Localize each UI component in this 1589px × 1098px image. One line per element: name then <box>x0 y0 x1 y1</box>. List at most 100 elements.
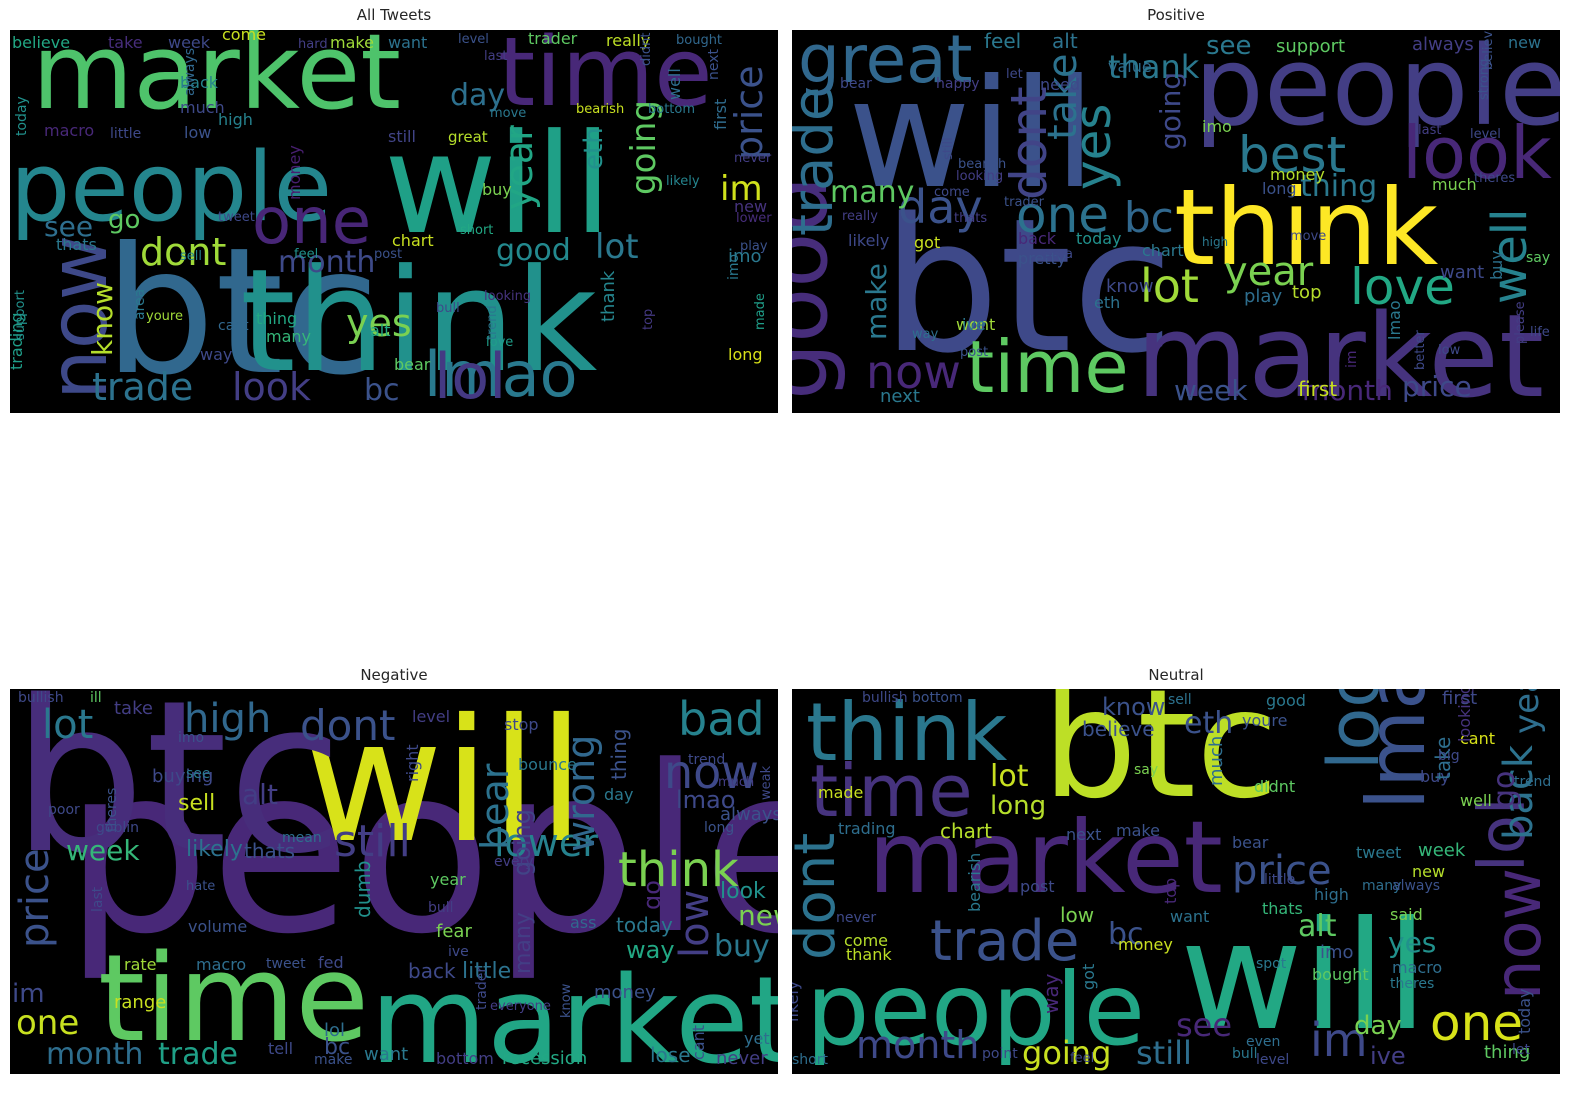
word-come: come <box>844 931 888 950</box>
word-happy: happy <box>936 76 980 92</box>
word-bought: bought <box>1312 965 1369 984</box>
word-post: post <box>960 345 988 360</box>
word-sell: sell <box>178 791 215 816</box>
word-price: price <box>1232 848 1332 894</box>
word-many: many <box>830 175 914 210</box>
word-bear: bear <box>394 355 431 374</box>
word-didnt: didnt <box>639 33 654 66</box>
word-bc: bc <box>1124 193 1174 242</box>
panel-title: Negative <box>360 666 428 684</box>
word-wrong: wrong <box>559 735 603 852</box>
word-market: market <box>868 799 1223 916</box>
word-know: know <box>559 983 574 1018</box>
word-hate: hate <box>186 879 215 894</box>
word-going: going <box>1022 1034 1111 1072</box>
word-trend: trend <box>485 305 500 340</box>
word-weak: weak <box>759 765 774 800</box>
word-stop: stop <box>504 715 539 734</box>
word-today: today <box>14 96 30 136</box>
word-year: year <box>497 125 541 210</box>
word-still: still <box>334 816 411 867</box>
word-thing: thing <box>256 309 297 328</box>
word-spot: spot <box>1256 956 1287 972</box>
word-back: back <box>408 959 456 983</box>
word-lmao: lmao <box>424 338 578 411</box>
word-yes: yes <box>1064 104 1122 190</box>
word-bear: bear <box>473 763 517 850</box>
word-imo: imo <box>178 730 204 746</box>
panel-title: Positive <box>1147 6 1205 24</box>
word-still: still <box>388 127 416 146</box>
word-im: im <box>720 169 763 209</box>
word-mean: mean <box>282 830 322 846</box>
word-bear: bear <box>1232 833 1269 852</box>
word-thing: thing <box>1300 169 1377 204</box>
word-lmao: lmao <box>1385 300 1404 340</box>
word-recession: recession <box>502 1048 587 1069</box>
word-one: one <box>16 1003 79 1043</box>
word-little: little <box>110 126 141 142</box>
word-bullish: bullish <box>18 690 64 706</box>
word-imo: imo <box>1320 942 1354 963</box>
word-believe: believe <box>12 33 70 52</box>
word-see: see <box>1206 31 1252 61</box>
word-support: support <box>1276 36 1345 57</box>
word-macro: macro <box>44 121 94 140</box>
word-play: play <box>740 239 768 254</box>
word-strong: strong <box>1477 59 1492 100</box>
word-time: time <box>810 749 973 833</box>
word-take: take <box>1040 53 1086 140</box>
word-bear: bear <box>840 76 872 92</box>
word-bounce: bounce <box>518 755 577 774</box>
word-bottom: bottom <box>912 690 963 706</box>
word-cant: cant <box>218 318 249 334</box>
word-last: last <box>484 49 507 64</box>
word-bearish: bearish <box>965 853 984 912</box>
word-love: love <box>486 335 513 350</box>
word-let: let <box>1512 1042 1531 1058</box>
word-market: market <box>370 952 778 1074</box>
word-post: post <box>374 247 402 262</box>
word-money: money <box>594 982 656 1003</box>
word-top: top <box>1161 878 1180 904</box>
word-time: time <box>966 325 1129 409</box>
word-believe: believe <box>1082 717 1155 741</box>
word-thats: thats <box>954 211 987 226</box>
word-buy: buy <box>482 180 512 199</box>
word-many: many <box>1362 878 1401 894</box>
word-bull: bull <box>1232 1046 1258 1062</box>
word-money: money <box>1270 165 1325 184</box>
word-day: day <box>604 785 633 804</box>
word-always: always <box>1412 34 1474 55</box>
word-yet: yet <box>744 1029 770 1048</box>
word-short: short <box>792 1052 828 1068</box>
word-top: top <box>641 309 656 330</box>
word-trend: trend <box>1514 774 1551 790</box>
word-look: look <box>720 879 766 904</box>
word-back: back <box>180 73 219 92</box>
word-dumb: dumb <box>351 860 375 918</box>
word-feel: feel <box>294 247 318 262</box>
word-bull: bull <box>428 900 454 916</box>
word-thank: thank <box>598 270 619 322</box>
word-still: still <box>1136 1034 1192 1072</box>
word-dont: dont <box>140 230 226 274</box>
word-move: move <box>490 106 526 121</box>
word-high: high <box>1314 885 1349 904</box>
word-volume: volume <box>188 917 247 936</box>
word-likely: likely <box>186 837 243 862</box>
word-long: long <box>728 345 763 364</box>
word-never: never <box>836 910 876 926</box>
word-cant: cant <box>1460 729 1495 748</box>
word-every: every <box>494 854 534 870</box>
word-see: see <box>44 210 93 243</box>
word-lose: lose <box>650 1043 691 1067</box>
word-really: really <box>842 209 878 224</box>
word-time: time <box>498 30 713 128</box>
word-didnt: didnt <box>1254 777 1295 796</box>
word-tell: tell <box>268 1039 293 1058</box>
word-cloud-positive: will btc people market think look great time goo… <box>792 30 1560 413</box>
word-always: always <box>720 804 778 825</box>
